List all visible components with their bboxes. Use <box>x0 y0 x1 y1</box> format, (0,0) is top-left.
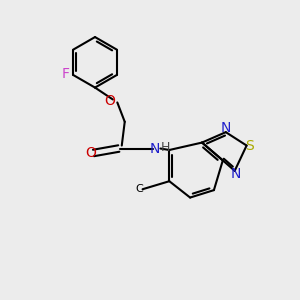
Text: O: O <box>104 94 115 108</box>
Text: N: N <box>231 167 242 182</box>
Text: F: F <box>62 68 70 81</box>
Text: S: S <box>245 139 254 152</box>
Text: N: N <box>149 142 160 155</box>
Text: C: C <box>136 184 143 194</box>
Text: N: N <box>220 121 231 135</box>
Text: H: H <box>161 140 170 154</box>
Text: O: O <box>85 146 96 160</box>
